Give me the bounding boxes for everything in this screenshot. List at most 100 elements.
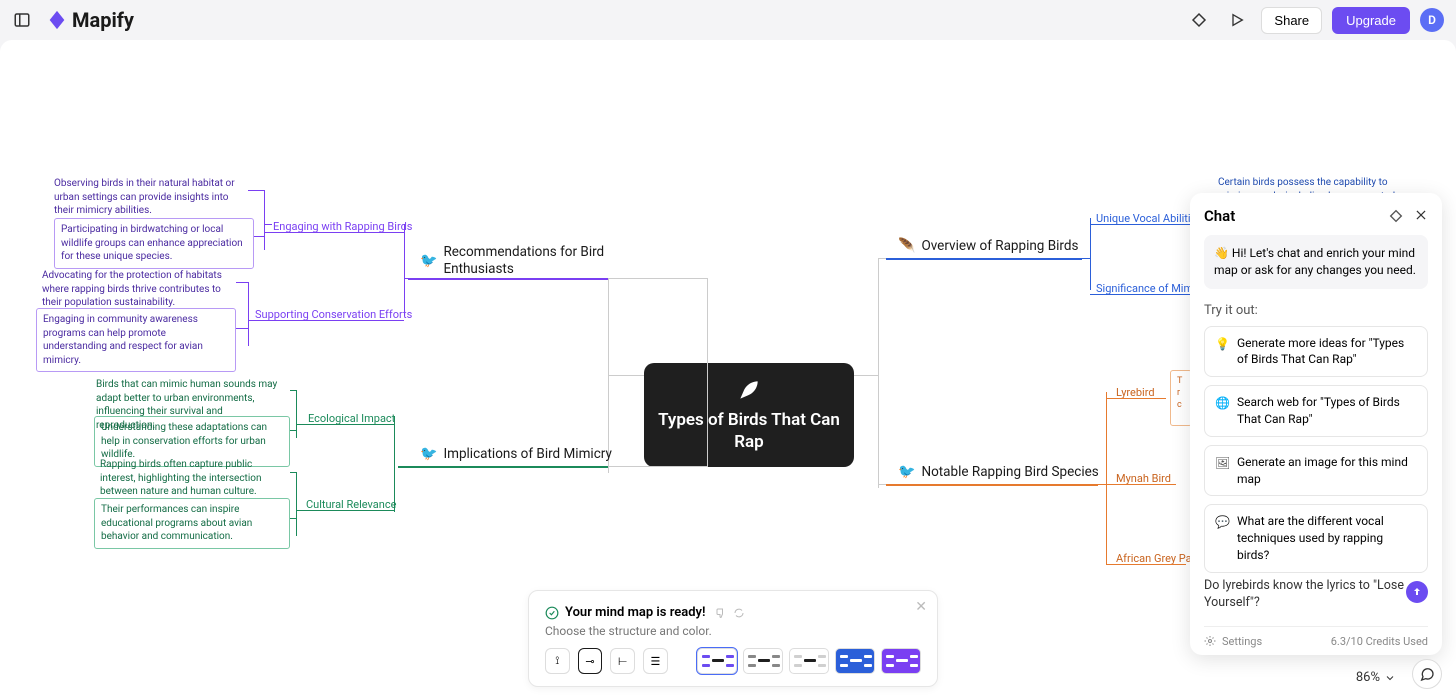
connector	[290, 390, 296, 391]
connector	[254, 236, 264, 237]
leaf: Participating in birdwatching or local w…	[54, 218, 254, 269]
connector	[404, 278, 408, 279]
suggestion-text: Generate more ideas for "Types of Birds …	[1237, 335, 1417, 369]
close-icon[interactable]: ✕	[915, 599, 927, 615]
branch-label: Recommendations for Bird Enthusiasts	[443, 244, 610, 278]
branch-label: Notable Rapping Bird Species	[921, 464, 1098, 480]
chevron-down-icon	[1384, 672, 1396, 684]
connector	[264, 224, 272, 225]
topbar: Mapify Share Upgrade D	[0, 0, 1456, 40]
connector	[608, 278, 708, 279]
connector	[248, 320, 404, 321]
connector	[248, 282, 249, 346]
refresh-icon[interactable]	[733, 607, 745, 619]
leaf: Observing birds in their natural habitat…	[48, 173, 248, 222]
bird-icon: 🐦	[420, 446, 437, 462]
connector	[296, 390, 297, 438]
brush-icon[interactable]	[1388, 208, 1404, 224]
topbar-left: Mapify	[12, 8, 134, 32]
chat-suggestion-1[interactable]: 🌐Search web for "Types of Birds That Can…	[1204, 385, 1428, 437]
layout-horizontal[interactable]: ⊸	[578, 648, 603, 674]
feather-icon: 🪶	[898, 238, 915, 254]
logo[interactable]: Mapify	[46, 8, 134, 32]
connector	[608, 278, 609, 473]
central-node[interactable]: Types of Birds That Can Rap	[644, 363, 854, 467]
zoom-control[interactable]: 86%	[1356, 670, 1396, 685]
connector	[264, 232, 404, 233]
connector	[878, 258, 879, 488]
sidebar-toggle-icon[interactable]	[12, 10, 32, 30]
layout-radial[interactable]: ⟟	[545, 648, 570, 674]
connector	[1090, 294, 1190, 295]
toast-subtitle: Choose the structure and color.	[545, 624, 921, 638]
close-icon[interactable]	[1414, 208, 1428, 222]
connector	[290, 430, 296, 431]
theme-option-1[interactable]	[743, 648, 783, 674]
ready-toast: ✕ Your mind map is ready! Choose the str…	[528, 590, 938, 687]
chat-input-area: Do lyrebirds know the lyrics to "Lose Yo…	[1204, 573, 1428, 648]
connector	[296, 510, 394, 511]
chat-toggle-button[interactable]	[1412, 659, 1442, 689]
feather-icon	[736, 377, 762, 403]
theme-option-3[interactable]	[835, 648, 875, 674]
branch-implications[interactable]: 🐦 Implications of Bird Mimicry	[420, 446, 612, 462]
connector	[1106, 484, 1176, 485]
connector	[1082, 258, 1090, 259]
connector	[1106, 392, 1107, 564]
connector	[290, 472, 296, 473]
connector	[707, 375, 708, 466]
share-button[interactable]: Share	[1261, 7, 1322, 34]
chat-suggestion-0[interactable]: 💡Generate more ideas for "Types of Birds…	[1204, 326, 1428, 378]
branch-underline	[398, 466, 608, 468]
bird-icon: 🐦	[898, 464, 915, 480]
avatar[interactable]: D	[1420, 8, 1444, 32]
topbar-right: Share Upgrade D	[1185, 6, 1444, 34]
suggestion-text: Generate an image for this mind map	[1237, 454, 1417, 488]
layout-org[interactable]: ☰	[643, 648, 668, 674]
connector	[296, 472, 297, 536]
connector	[296, 424, 394, 425]
connector	[854, 375, 878, 376]
upgrade-button[interactable]: Upgrade	[1332, 7, 1410, 34]
gear-icon[interactable]	[1204, 635, 1216, 647]
leaf: Engaging in community awareness programs…	[36, 308, 236, 372]
thumbs-down-icon[interactable]	[715, 607, 727, 619]
branch-label: Overview of Rapping Birds	[921, 238, 1078, 254]
branch-overview[interactable]: 🪶 Overview of Rapping Birds	[898, 238, 1078, 254]
play-icon[interactable]	[1223, 6, 1251, 34]
logo-text: Mapify	[72, 8, 134, 32]
connector	[290, 518, 296, 519]
toast-title: Your mind map is ready!	[545, 605, 921, 620]
toast-options: ⟟ ⊸ ⊢ ☰	[545, 648, 921, 674]
theme-option-0[interactable]	[697, 648, 737, 674]
connector	[608, 466, 708, 467]
send-button[interactable]	[1406, 581, 1428, 603]
connector	[404, 224, 405, 316]
chat-suggestion-3[interactable]: 💬What are the different vocal techniques…	[1204, 504, 1428, 572]
suggestion-icon: 🌐	[1215, 395, 1229, 412]
chat-suggestion-2[interactable]: 🖼Generate an image for this mind map	[1204, 445, 1428, 497]
connector	[1090, 218, 1091, 290]
layout-tree[interactable]: ⊢	[610, 648, 635, 674]
leaf: Their performances can inspire education…	[94, 498, 290, 549]
credits-used: 6.3/10 Credits Used	[1331, 635, 1428, 648]
connector	[707, 278, 708, 375]
connector	[264, 190, 265, 250]
connector	[236, 282, 248, 283]
check-icon	[545, 606, 559, 620]
theme-option-2[interactable]	[789, 648, 829, 674]
branch-underline	[886, 484, 1098, 486]
chat-panel: Chat 👋 Hi! Let's chat and enrich your mi…	[1190, 193, 1442, 655]
bird-icon: 🐦	[420, 253, 437, 269]
settings-label[interactable]: Settings	[1222, 635, 1262, 648]
chat-footer: Settings 6.3/10 Credits Used	[1204, 626, 1428, 648]
theme-option-4[interactable]	[881, 648, 921, 674]
chat-input[interactable]: Do lyrebirds know the lyrics to "Lose Yo…	[1204, 573, 1428, 620]
leaf: Advocating for the protection of habitat…	[36, 265, 236, 314]
branch-recommendations[interactable]: 🐦 Recommendations for Bird Enthusiasts	[420, 244, 610, 278]
style-icon[interactable]	[1185, 6, 1213, 34]
connector	[878, 258, 886, 259]
leaf: Trc	[1170, 370, 1192, 426]
connector	[236, 328, 248, 329]
branch-species[interactable]: 🐦 Notable Rapping Bird Species	[898, 464, 1099, 480]
